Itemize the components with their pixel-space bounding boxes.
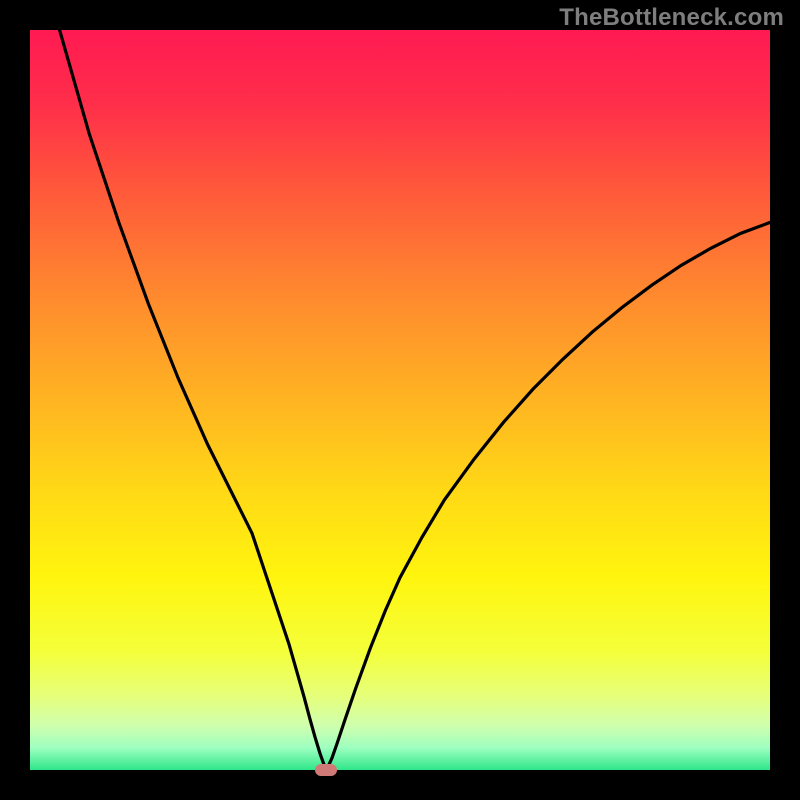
bottleneck-curve [30,30,770,770]
plot-area [30,30,770,770]
outer-frame: TheBottleneck.com [0,0,800,800]
curve-left-branch [60,30,326,770]
optimum-marker [315,764,337,776]
curve-right-branch [326,222,770,770]
watermark-text: TheBottleneck.com [559,4,784,32]
